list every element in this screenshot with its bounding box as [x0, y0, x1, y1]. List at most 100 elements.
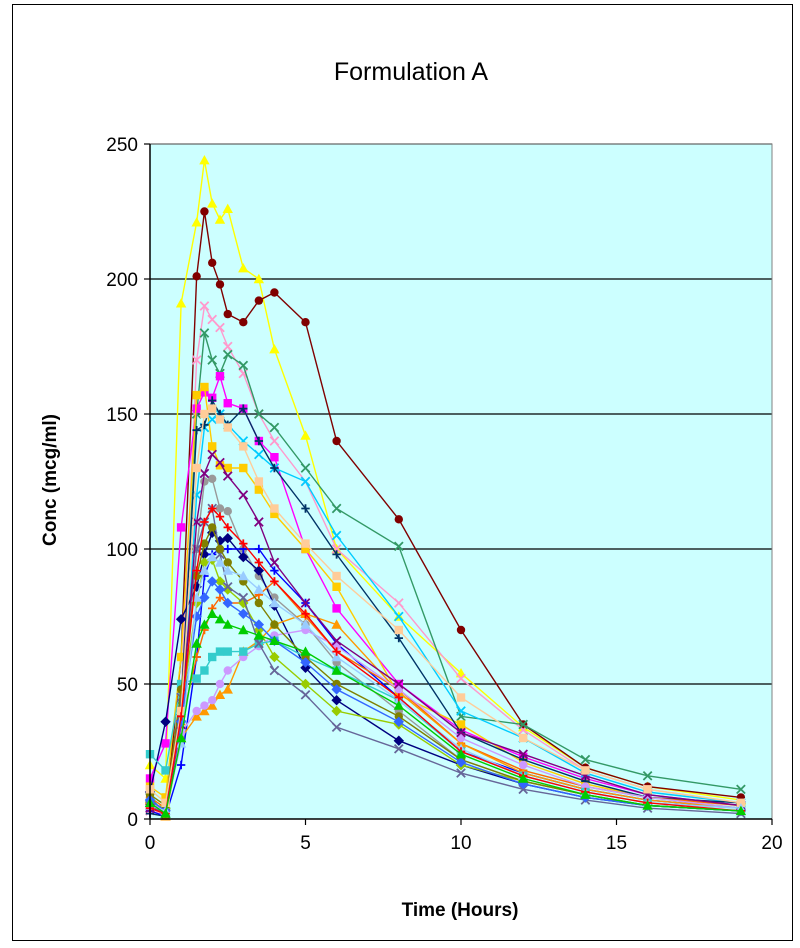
- data-point: [214, 557, 226, 567]
- data-point: [254, 449, 264, 460]
- data-point: [332, 604, 341, 613]
- data-point: [239, 318, 248, 327]
- data-point: [208, 258, 217, 267]
- data-point: [456, 693, 466, 702]
- data-point: [215, 280, 225, 289]
- data-point: [300, 662, 311, 673]
- data-point: [300, 678, 311, 690]
- data-point: [519, 733, 528, 743]
- data-point: [735, 805, 747, 816]
- y-tick-label: 0: [127, 810, 138, 831]
- data-point: [394, 633, 403, 643]
- data-point: [200, 382, 209, 392]
- data-point: [332, 571, 341, 581]
- data-point: [253, 565, 265, 576]
- data-point: [199, 468, 210, 479]
- data-point: [208, 404, 217, 413]
- data-point: [222, 584, 233, 595]
- data-point: [176, 679, 186, 689]
- data-point: [192, 426, 201, 435]
- data-point: [331, 503, 342, 514]
- data-point: [200, 477, 209, 486]
- data-point: [223, 647, 232, 656]
- data-point: [254, 598, 264, 608]
- data-point: [455, 738, 467, 748]
- data-point: [207, 449, 218, 460]
- y-tick-label: 200: [106, 270, 138, 291]
- data-point: [222, 533, 233, 544]
- data-point: [270, 620, 279, 629]
- data-point: [192, 706, 201, 716]
- data-point: [215, 415, 225, 424]
- y-axis-label: Conc (mcg/ml): [40, 414, 61, 546]
- data-point: [192, 566, 201, 575]
- data-point: [581, 766, 590, 775]
- data-point: [253, 619, 265, 630]
- data-point: [223, 558, 232, 567]
- data-point: [300, 619, 311, 629]
- data-point: [456, 727, 466, 738]
- data-point: [393, 541, 404, 552]
- data-point: [239, 404, 248, 413]
- data-point: [332, 582, 341, 591]
- data-point: [270, 509, 279, 519]
- data-point: [175, 614, 187, 625]
- data-point: [208, 474, 217, 483]
- data-point: [736, 784, 746, 795]
- series-19: [145, 449, 746, 819]
- data-point: [269, 422, 280, 433]
- x-tick-label: 0: [145, 833, 156, 854]
- data-point: [332, 647, 341, 656]
- data-point: [270, 566, 279, 575]
- data-point: [331, 619, 342, 629]
- data-point: [518, 773, 529, 783]
- data-point: [199, 565, 210, 575]
- data-point: [160, 773, 171, 783]
- data-point: [238, 608, 249, 619]
- data-point: [208, 396, 217, 405]
- data-point: [301, 318, 310, 327]
- data-point: [207, 355, 218, 365]
- data-point: [199, 705, 210, 716]
- data-point: [176, 760, 186, 770]
- data-point: [393, 735, 404, 746]
- data-point: [301, 504, 310, 513]
- data-point: [222, 684, 233, 694]
- data-point: [214, 214, 226, 224]
- data-point: [643, 785, 652, 794]
- data-point: [238, 570, 249, 581]
- data-point: [455, 757, 467, 768]
- data-point: [161, 766, 170, 775]
- data-point: [239, 539, 248, 548]
- data-point: [580, 754, 591, 765]
- data-point: [301, 539, 310, 548]
- data-point: [456, 706, 466, 716]
- data-point: [393, 743, 404, 754]
- data-point: [200, 409, 209, 419]
- data-point: [254, 485, 264, 494]
- data-point: [176, 652, 186, 662]
- data-point: [191, 581, 202, 592]
- data-point: [207, 527, 218, 538]
- data-point: [300, 689, 311, 700]
- data-point: [215, 679, 225, 689]
- data-point: [331, 705, 342, 717]
- x-axis-label: Time (Hours): [402, 900, 519, 921]
- data-point: [300, 463, 311, 473]
- data-point: [254, 638, 264, 649]
- data-point: [199, 619, 210, 629]
- data-point: [200, 207, 209, 216]
- data-point: [238, 624, 249, 635]
- data-point: [208, 504, 217, 513]
- data-point: [214, 689, 226, 699]
- data-point: [222, 471, 233, 481]
- data-point: [239, 442, 248, 451]
- data-point: [253, 630, 265, 640]
- data-point: [208, 523, 217, 532]
- data-point: [222, 597, 233, 609]
- data-point: [269, 651, 280, 663]
- data-point: [238, 490, 249, 500]
- data-point: [176, 523, 186, 532]
- data-point: [215, 544, 225, 554]
- data-point: [331, 651, 342, 662]
